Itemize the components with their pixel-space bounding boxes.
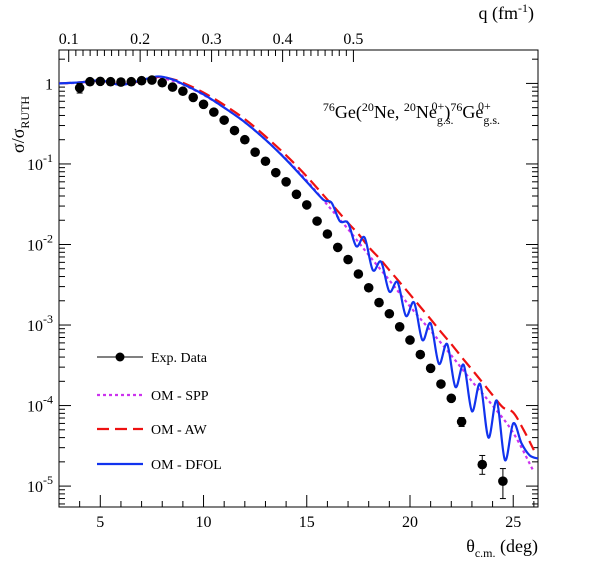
data-point xyxy=(209,107,219,117)
data-point xyxy=(240,134,250,145)
plot-area-border xyxy=(58,49,539,508)
data-point xyxy=(219,115,229,125)
data-point xyxy=(136,75,147,86)
data-point xyxy=(291,189,302,200)
axis-ticks xyxy=(58,50,538,507)
data-point xyxy=(477,459,488,470)
y-tick-label: 1 xyxy=(45,76,53,93)
data-point xyxy=(384,308,395,319)
data-point xyxy=(353,269,364,279)
y-tick-label: 10-2 xyxy=(27,231,53,254)
data-point xyxy=(281,177,291,187)
x-tick-label: 25 xyxy=(505,514,521,531)
top-tick-label: 0.3 xyxy=(202,31,222,48)
reaction-annotation: 76Ge(20Ne, 20Neg.s.0+)76Geg.s.0+ xyxy=(323,99,500,127)
data-point xyxy=(105,76,116,87)
top-tick-label: 0.5 xyxy=(343,31,363,48)
data-point xyxy=(126,76,137,87)
y-tick-label: 10-5 xyxy=(27,473,53,496)
data-point xyxy=(363,282,374,293)
data-point xyxy=(301,200,312,210)
data-point xyxy=(498,476,508,487)
model-curves xyxy=(59,75,538,473)
data-point xyxy=(157,77,168,88)
legend-label-dfol: OM - DFOL xyxy=(151,458,222,473)
data-point xyxy=(85,76,95,87)
data-point xyxy=(229,125,240,136)
legend-label-exp: Exp. Data xyxy=(151,351,208,366)
plot-frame xyxy=(58,49,539,508)
data-point xyxy=(147,75,157,85)
data-point xyxy=(198,99,209,110)
y-tick-label: 10-4 xyxy=(27,393,53,416)
data-point xyxy=(415,349,426,360)
top-tick-label: 0.2 xyxy=(130,31,150,48)
series-line-om-dfol xyxy=(59,75,538,462)
data-point xyxy=(95,76,106,87)
data-point xyxy=(332,242,343,253)
legend-label-aw: OM - AW xyxy=(151,423,207,438)
y-axis-title: σ/σRUTH xyxy=(8,96,32,153)
data-point xyxy=(446,393,457,404)
data-point xyxy=(343,254,353,265)
x-tick-label: 10 xyxy=(196,514,212,531)
top-tick-label: 0.1 xyxy=(59,31,79,48)
data-point xyxy=(425,363,436,374)
data-point xyxy=(394,322,405,332)
data-point xyxy=(178,86,188,97)
data-point xyxy=(260,156,271,167)
y-tick-label: 10-3 xyxy=(27,312,53,335)
x-axis-title: θc.m. (deg) xyxy=(466,536,538,560)
data-point xyxy=(270,167,281,178)
series-line-om-spp xyxy=(59,76,535,473)
data-point xyxy=(322,229,333,239)
data-point xyxy=(167,82,178,92)
axis-labels: 5 10 15 20 25 0.1 0.2 0.3 0.4 0.5 10-5 10-4 10-3 10-2… xyxy=(27,31,521,531)
data-point xyxy=(188,92,199,103)
series-line-om-aw xyxy=(59,75,535,451)
top-axis-title: q (fm-1) xyxy=(479,1,535,24)
data-point xyxy=(74,83,85,93)
data-point xyxy=(436,379,446,389)
top-tick-label: 0.4 xyxy=(273,31,293,48)
legend-label-spp: OM - SPP xyxy=(151,389,209,404)
y-tick-label: 10-1 xyxy=(27,151,53,174)
legend-marker-exp xyxy=(115,352,125,362)
x-tick-label: 15 xyxy=(299,514,315,531)
x-tick-label: 5 xyxy=(96,514,104,531)
data-point xyxy=(250,147,260,157)
data-point xyxy=(312,216,322,226)
data-point xyxy=(374,297,384,308)
data-point xyxy=(116,77,126,87)
legend: Exp. Data OM - SPP OM - AW OM - DFOL xyxy=(97,351,222,473)
experimental-points xyxy=(74,75,508,500)
x-tick-label: 20 xyxy=(402,514,418,531)
data-point xyxy=(456,416,467,427)
data-point xyxy=(405,335,415,345)
